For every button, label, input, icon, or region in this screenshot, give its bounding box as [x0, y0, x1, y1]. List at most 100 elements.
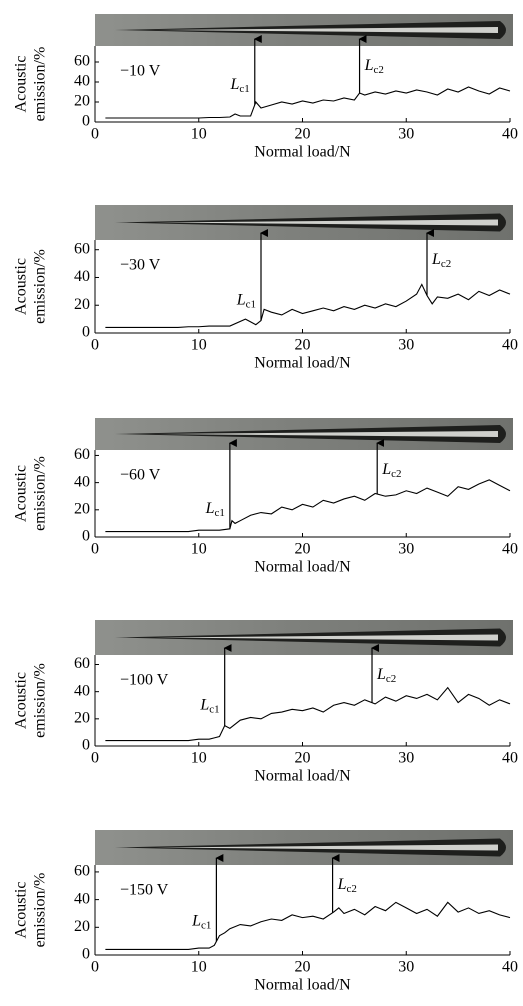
y-tick-label: 20: [74, 710, 90, 727]
condition-label: −30 V: [120, 257, 161, 274]
y-tick-label: 60: [74, 446, 90, 463]
x-tick-label: 40: [502, 959, 518, 976]
y-tick-label: 60: [74, 240, 90, 257]
y-tick-label: 60: [74, 655, 90, 672]
x-tick-label: 40: [502, 126, 518, 143]
y-axis-label: emission/%: [32, 47, 49, 122]
y-tick-label: 40: [74, 890, 90, 907]
condition-label: −150 V: [120, 882, 169, 899]
data-line: [105, 901, 511, 951]
critical-load-symbol: L: [229, 75, 239, 92]
condition-label: −10 V: [120, 63, 161, 80]
y-axis-label: Acoustic: [13, 258, 30, 315]
y-tick-label: 0: [82, 113, 90, 130]
x-tick-label: 0: [91, 959, 99, 976]
x-tick-label: 40: [502, 541, 518, 558]
scratch-core: [155, 844, 498, 851]
x-tick-label: 10: [191, 126, 207, 143]
y-tick-label: 0: [82, 324, 90, 341]
critical-load-label: Lc2: [431, 251, 451, 270]
critical-load-symbol: L: [364, 57, 374, 74]
critical-load-subscript: c1: [214, 506, 224, 518]
x-tick-label: 20: [295, 750, 311, 767]
critical-load-subscript: c2: [346, 883, 356, 895]
x-tick-label: 30: [398, 959, 414, 976]
y-axis-label: Acoustic: [13, 465, 30, 522]
critical-load-subscript: c2: [386, 673, 396, 685]
y-tick-label: 20: [74, 500, 90, 517]
condition-label: −60 V: [120, 467, 161, 484]
scratch-core: [155, 431, 498, 437]
critical-load-subscript: c1: [246, 298, 256, 310]
critical-load-subscript: c2: [441, 258, 451, 270]
x-axis-label: Normal load/N: [254, 559, 351, 576]
critical-load-label: Lc1: [191, 912, 211, 931]
y-axis-label: Acoustic: [13, 882, 30, 939]
scratch-core: [155, 219, 498, 226]
critical-load-subscript: c1: [201, 919, 211, 931]
y-axis-label: emission/%: [32, 249, 49, 324]
y-tick-label: 0: [82, 946, 90, 963]
critical-load-label: Lc2: [337, 876, 357, 895]
critical-load-subscript: c1: [209, 703, 219, 715]
x-axis-label: Normal load/N: [254, 355, 351, 372]
x-axis-label: Normal load/N: [254, 768, 351, 785]
critical-load-label: Lc2: [381, 461, 401, 480]
x-tick-label: 10: [191, 959, 207, 976]
critical-load-label: Lc2: [376, 666, 396, 685]
x-tick-label: 40: [502, 750, 518, 767]
y-tick-label: 0: [82, 737, 90, 754]
critical-load-symbol: L: [337, 876, 347, 893]
critical-load-symbol: L: [191, 912, 201, 929]
y-tick-label: 40: [74, 473, 90, 490]
x-axis-label: Normal load/N: [254, 144, 351, 161]
x-tick-label: 20: [295, 541, 311, 558]
critical-load-label: Lc1: [199, 696, 219, 715]
critical-load-subscript: c2: [373, 64, 383, 76]
data-line: [105, 686, 511, 742]
y-tick-label: 20: [74, 93, 90, 110]
y-axis-label: emission/%: [32, 456, 49, 531]
critical-load-symbol: L: [381, 461, 391, 478]
data-line: [105, 86, 511, 119]
critical-load-symbol: L: [431, 251, 441, 268]
scratch-core: [155, 27, 498, 33]
x-tick-label: 0: [91, 541, 99, 558]
critical-load-label: Lc2: [364, 57, 384, 76]
x-tick-label: 20: [295, 126, 311, 143]
critical-load-symbol: L: [376, 666, 386, 683]
y-tick-label: 40: [74, 73, 90, 90]
scratch-core: [155, 634, 498, 641]
y-tick-label: 40: [74, 682, 90, 699]
x-axis-label: Normal load/N: [254, 977, 351, 994]
x-tick-label: 40: [502, 337, 518, 354]
x-tick-label: 0: [91, 126, 99, 143]
y-tick-label: 20: [74, 918, 90, 935]
x-tick-label: 20: [295, 959, 311, 976]
y-tick-label: 60: [74, 863, 90, 880]
y-axis-label: emission/%: [32, 873, 49, 948]
y-axis-label: Acoustic: [13, 672, 30, 729]
x-tick-label: 30: [398, 126, 414, 143]
x-tick-label: 30: [398, 750, 414, 767]
y-tick-label: 0: [82, 528, 90, 545]
critical-load-symbol: L: [205, 500, 215, 517]
x-tick-label: 0: [91, 750, 99, 767]
critical-load-symbol: L: [199, 696, 209, 713]
y-tick-label: 40: [74, 268, 90, 285]
x-tick-label: 20: [295, 337, 311, 354]
critical-load-label: Lc1: [236, 291, 256, 310]
x-tick-label: 30: [398, 541, 414, 558]
critical-load-subscript: c2: [391, 468, 401, 480]
data-line: [105, 283, 511, 328]
x-tick-label: 10: [191, 541, 207, 558]
condition-label: −100 V: [120, 672, 169, 689]
critical-load-symbol: L: [236, 291, 246, 308]
x-tick-label: 0: [91, 337, 99, 354]
data-line: [105, 479, 511, 533]
y-axis-label: Acoustic: [13, 56, 30, 113]
x-tick-label: 10: [191, 750, 207, 767]
y-tick-label: 20: [74, 296, 90, 313]
